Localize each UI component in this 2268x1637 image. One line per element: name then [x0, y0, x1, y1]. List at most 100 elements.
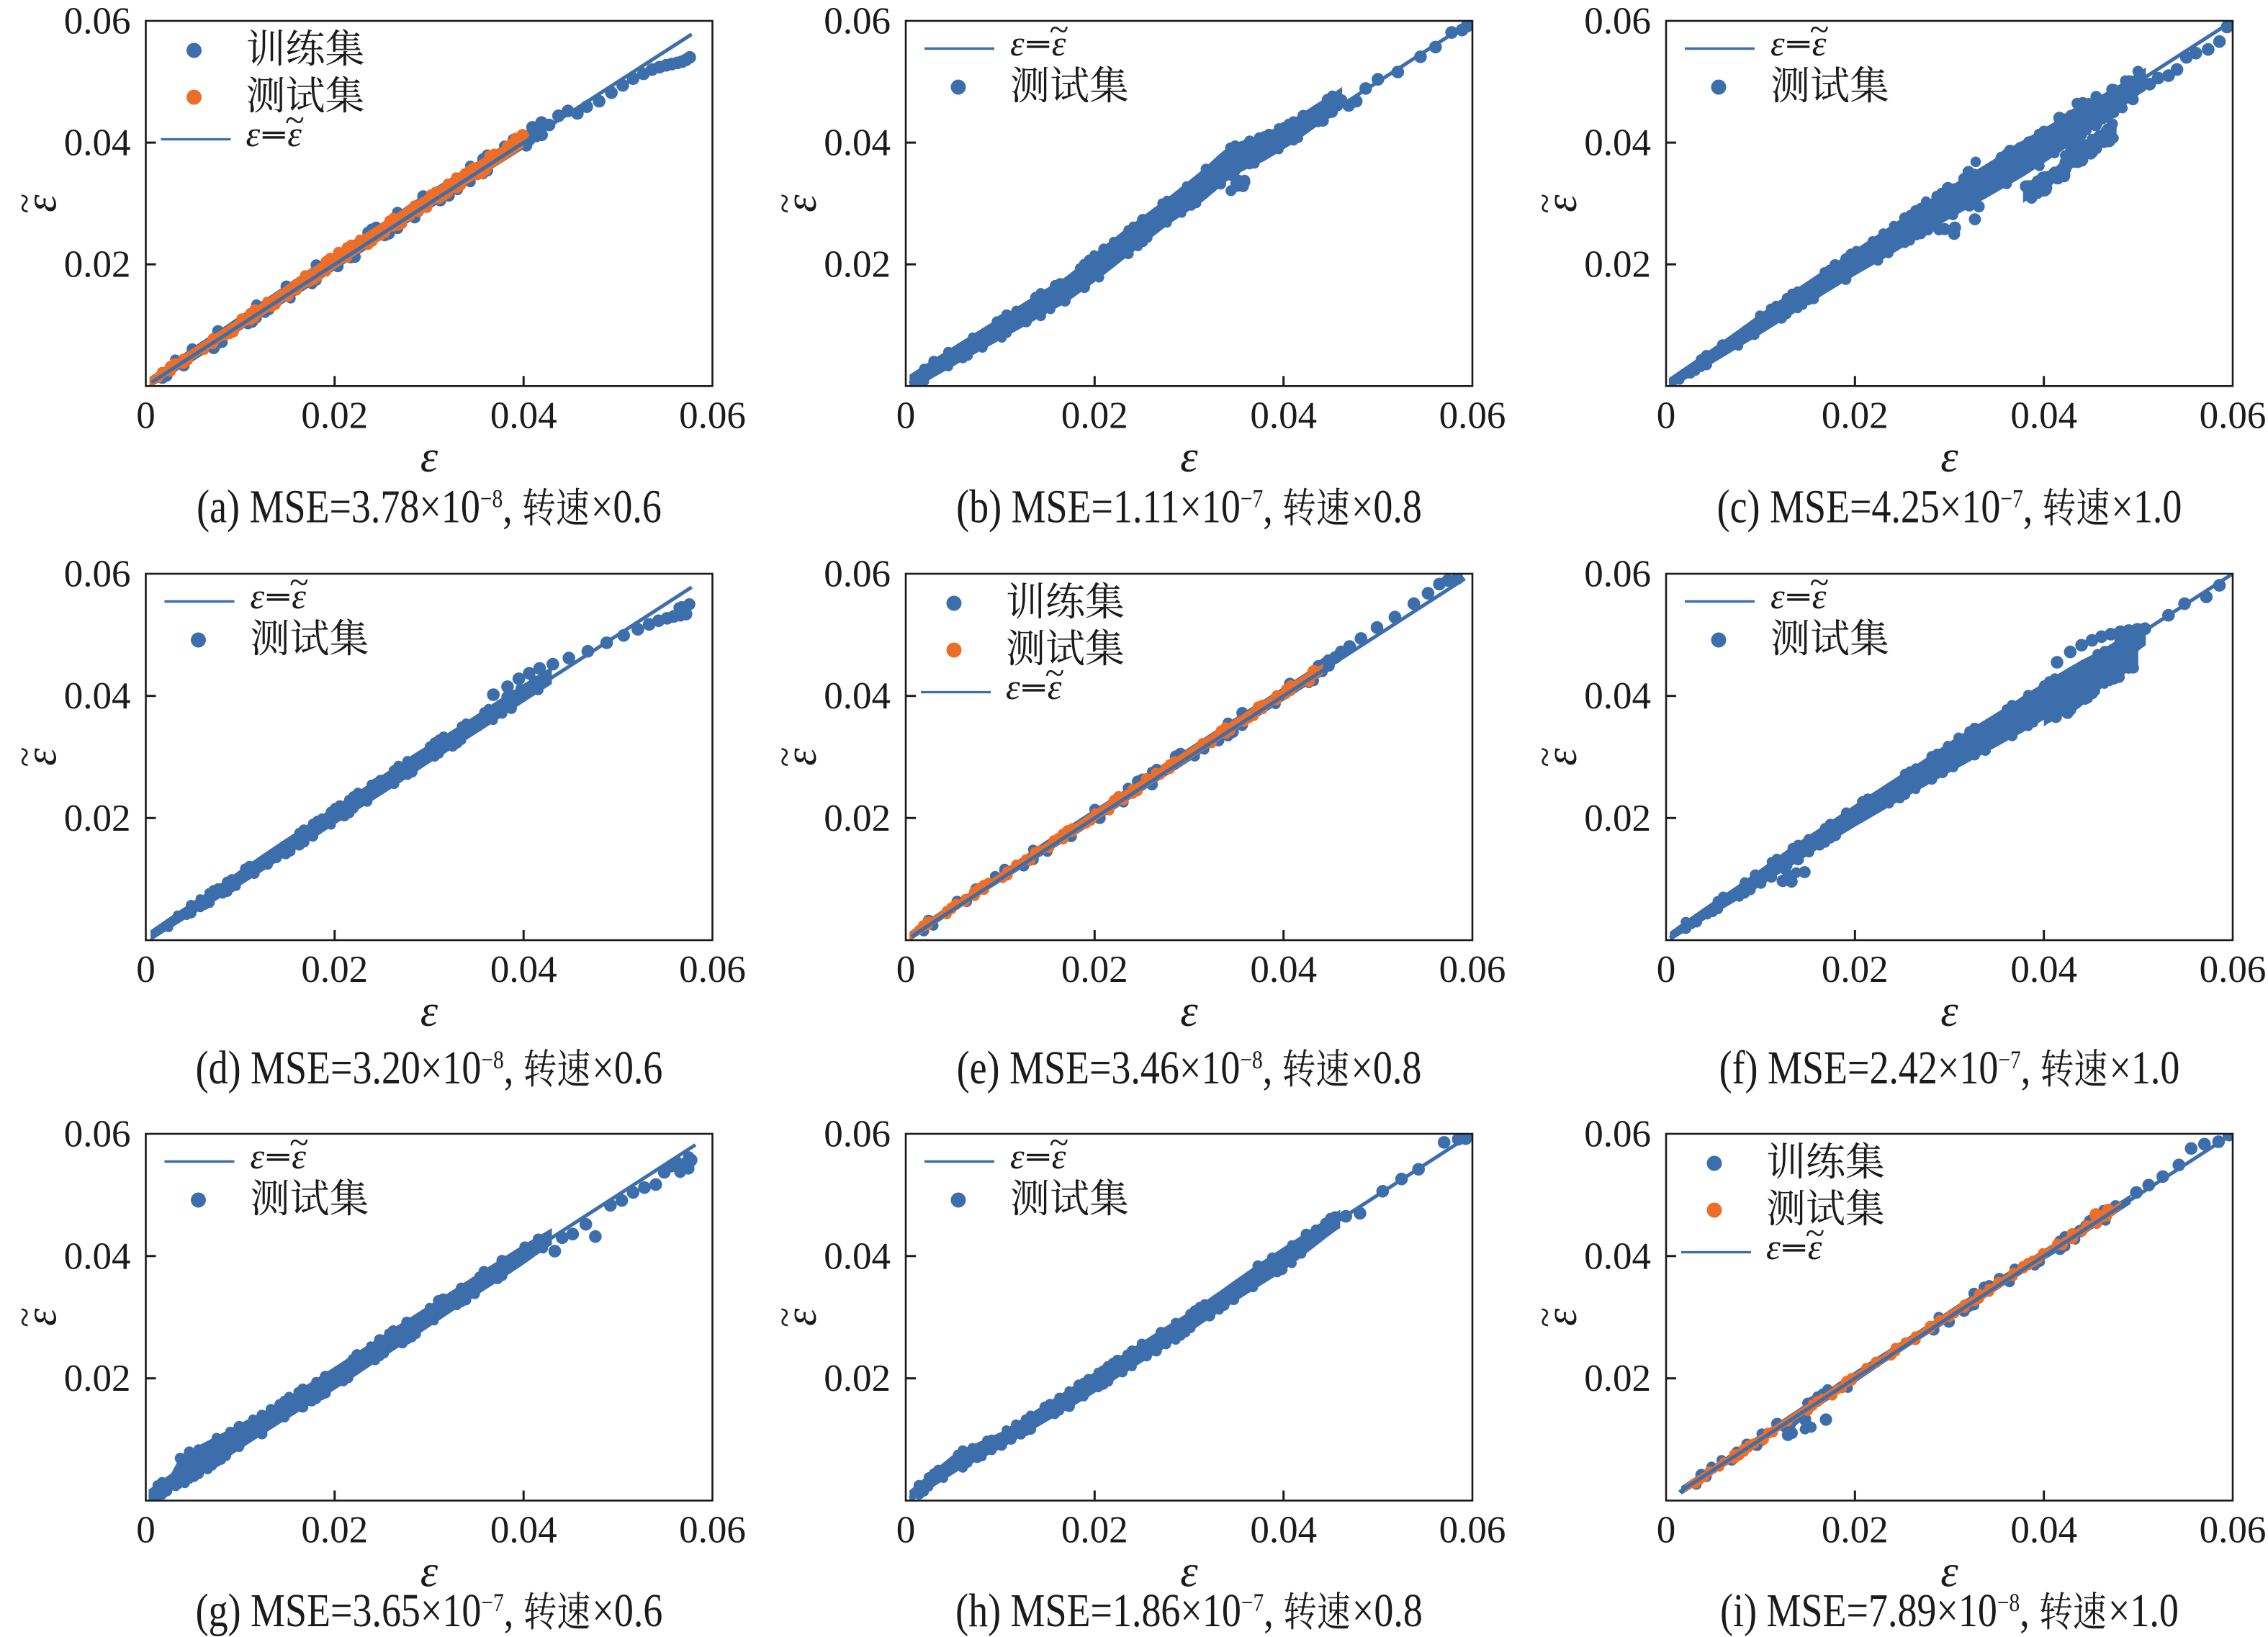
svg-text:~: ~ [1524, 747, 1565, 767]
svg-text:ε: ε [1180, 987, 1198, 1036]
svg-text:−7: −7 [1241, 1589, 1264, 1617]
svg-text:0.06: 0.06 [679, 394, 746, 436]
svg-text:0.02: 0.02 [64, 244, 131, 286]
svg-text:0.02: 0.02 [1584, 798, 1651, 839]
svg-text:0.06: 0.06 [2200, 394, 2267, 436]
svg-text:0.04: 0.04 [1250, 394, 1317, 436]
svg-text:,: , [2020, 1584, 2039, 1637]
svg-text:(f) MSE=2.42×10: (f) MSE=2.42×10 [1719, 1042, 1999, 1094]
svg-text:ε: ε [1006, 667, 1020, 707]
svg-text:ε: ε [1052, 23, 1066, 63]
svg-text:~: ~ [1810, 9, 1830, 49]
svg-text:0.02: 0.02 [1822, 394, 1889, 436]
svg-text:0.02: 0.02 [301, 394, 368, 436]
svg-text:0.06: 0.06 [824, 554, 891, 595]
svg-text:0.06: 0.06 [679, 949, 746, 991]
svg-text:×0.8: ×0.8 [1351, 1042, 1421, 1094]
svg-text:0.04: 0.04 [824, 675, 891, 717]
svg-text:~: ~ [1806, 1213, 1825, 1253]
svg-text:~: ~ [289, 1122, 309, 1162]
svg-text:,: , [504, 1584, 523, 1637]
svg-text:0.04: 0.04 [1250, 1510, 1317, 1551]
svg-text:ε: ε [1770, 576, 1785, 616]
svg-text:ε: ε [17, 194, 66, 212]
svg-text:0.02: 0.02 [824, 244, 891, 286]
svg-text:ε: ε [246, 114, 261, 154]
svg-text:−7: −7 [2000, 485, 2022, 513]
svg-text:,: , [504, 1042, 523, 1094]
svg-text:0.04: 0.04 [2010, 394, 2077, 436]
svg-text:ε: ε [251, 1136, 265, 1176]
svg-text:ε: ε [777, 194, 826, 212]
svg-text:~: ~ [764, 194, 805, 214]
svg-text:ε: ε [287, 114, 302, 154]
svg-text:0: 0 [136, 1510, 156, 1551]
svg-text:ε: ε [1052, 1136, 1066, 1176]
svg-text:ε: ε [777, 1308, 826, 1326]
svg-text:0.02: 0.02 [301, 949, 368, 991]
svg-text:(e) MSE=3.46×10: (e) MSE=3.46×10 [957, 1042, 1241, 1094]
svg-text:ε: ε [1537, 748, 1586, 766]
svg-text:0.04: 0.04 [1584, 122, 1651, 164]
svg-text:,: , [2023, 480, 2043, 533]
svg-text:(c) MSE=4.25×10: (c) MSE=4.25×10 [1717, 480, 2001, 533]
svg-text:−7: −7 [1998, 1046, 2020, 1074]
svg-text:ε: ε [1808, 1227, 1822, 1267]
svg-text:~: ~ [1524, 1307, 1565, 1327]
svg-text:ε: ε [251, 576, 265, 616]
svg-text:ε: ε [1537, 1308, 1586, 1326]
svg-text:ε: ε [1940, 433, 1958, 482]
svg-text:0.06: 0.06 [824, 1, 891, 42]
svg-text:ε: ε [1812, 23, 1827, 63]
svg-text:,: , [2021, 1042, 2040, 1094]
svg-text:ε: ε [420, 433, 438, 482]
svg-text:0.04: 0.04 [64, 122, 131, 164]
svg-text:×0.8: ×0.8 [1352, 1584, 1423, 1637]
svg-text:ε: ε [1537, 194, 1586, 212]
svg-text:ε: ε [292, 576, 306, 616]
svg-text:,: , [1263, 480, 1282, 533]
svg-text:0.04: 0.04 [1584, 1235, 1651, 1277]
svg-text:0.04: 0.04 [64, 675, 131, 717]
svg-text:0: 0 [896, 1510, 916, 1551]
svg-text:×0.6: ×0.6 [591, 480, 662, 533]
svg-text:0: 0 [896, 949, 916, 991]
svg-text:~: ~ [1810, 562, 1830, 602]
svg-text:~: ~ [285, 100, 305, 140]
svg-text:0.02: 0.02 [824, 1358, 891, 1399]
svg-text:~: ~ [4, 1307, 45, 1327]
svg-text:0.04: 0.04 [490, 949, 557, 991]
svg-text:0.02: 0.02 [1584, 1358, 1651, 1399]
svg-text:(i) MSE=7.89×10: (i) MSE=7.89×10 [1720, 1584, 1997, 1637]
svg-text:0.06: 0.06 [64, 554, 131, 595]
svg-text:~: ~ [289, 562, 309, 602]
svg-text:0: 0 [1657, 1510, 1676, 1551]
svg-text:ε: ε [1010, 23, 1025, 63]
svg-text:×1.0: ×1.0 [2111, 480, 2182, 533]
svg-text:ε: ε [1048, 667, 1062, 707]
svg-text:(g) MSE=3.65×10: (g) MSE=3.65×10 [196, 1584, 482, 1637]
svg-text:ε: ε [1766, 1227, 1781, 1267]
svg-text:0.02: 0.02 [64, 1358, 131, 1399]
svg-text:−8: −8 [481, 1046, 503, 1074]
svg-text:ε: ε [1010, 1136, 1025, 1176]
svg-text:0.02: 0.02 [1822, 949, 1889, 991]
svg-text:ε: ε [17, 1308, 66, 1326]
svg-text:−7: −7 [1241, 485, 1263, 513]
svg-text:~: ~ [1045, 653, 1065, 693]
svg-text:0.06: 0.06 [2200, 1510, 2267, 1551]
svg-text:ε: ε [1812, 576, 1827, 616]
svg-text:0.04: 0.04 [64, 1235, 131, 1277]
svg-text:0.06: 0.06 [679, 1510, 746, 1551]
svg-text:(d) MSE=3.20×10: (d) MSE=3.20×10 [196, 1042, 482, 1094]
svg-text:0.04: 0.04 [490, 1510, 557, 1551]
svg-text:ε: ε [292, 1136, 306, 1176]
svg-text:0.06: 0.06 [1584, 554, 1651, 595]
svg-text:0: 0 [1657, 949, 1676, 991]
svg-text:,: , [1263, 1042, 1282, 1094]
svg-text:~: ~ [1050, 1122, 1069, 1162]
svg-text:0.02: 0.02 [1061, 949, 1128, 991]
svg-text:(a) MSE=3.78×10: (a) MSE=3.78×10 [197, 480, 480, 533]
svg-text:(b) MSE=1.11×10: (b) MSE=1.11×10 [956, 480, 1241, 533]
svg-text:0.06: 0.06 [1439, 949, 1506, 991]
